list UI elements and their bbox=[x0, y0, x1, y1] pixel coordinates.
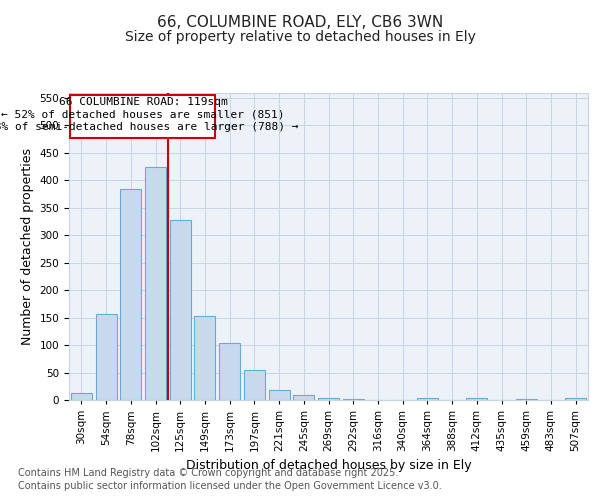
Bar bbox=[269, 390, 290, 400]
Text: Contains public sector information licensed under the Open Government Licence v3: Contains public sector information licen… bbox=[18, 481, 442, 491]
Bar bbox=[71, 393, 92, 400]
Bar bbox=[466, 398, 487, 400]
Bar bbox=[565, 398, 586, 400]
Bar bbox=[145, 166, 166, 400]
Text: 66, COLUMBINE ROAD, ELY, CB6 3WN: 66, COLUMBINE ROAD, ELY, CB6 3WN bbox=[157, 15, 443, 30]
Text: Contains HM Land Registry data © Crown copyright and database right 2025.: Contains HM Land Registry data © Crown c… bbox=[18, 468, 398, 477]
Bar bbox=[219, 344, 240, 400]
Bar bbox=[516, 399, 537, 400]
Text: 48% of semi-detached houses are larger (788) →: 48% of semi-detached houses are larger (… bbox=[0, 122, 298, 132]
Bar bbox=[417, 398, 438, 400]
Text: ← 52% of detached houses are smaller (851): ← 52% of detached houses are smaller (85… bbox=[1, 110, 285, 120]
FancyBboxPatch shape bbox=[70, 94, 215, 138]
Y-axis label: Number of detached properties: Number of detached properties bbox=[21, 148, 34, 345]
Bar bbox=[95, 314, 116, 400]
Bar bbox=[170, 220, 191, 400]
Text: 66 COLUMBINE ROAD: 119sqm: 66 COLUMBINE ROAD: 119sqm bbox=[59, 98, 227, 108]
Bar bbox=[318, 398, 339, 400]
Text: Size of property relative to detached houses in Ely: Size of property relative to detached ho… bbox=[125, 30, 475, 44]
Bar bbox=[194, 316, 215, 400]
Bar bbox=[120, 188, 141, 400]
Bar bbox=[244, 370, 265, 400]
Bar bbox=[293, 394, 314, 400]
X-axis label: Distribution of detached houses by size in Ely: Distribution of detached houses by size … bbox=[185, 460, 472, 472]
